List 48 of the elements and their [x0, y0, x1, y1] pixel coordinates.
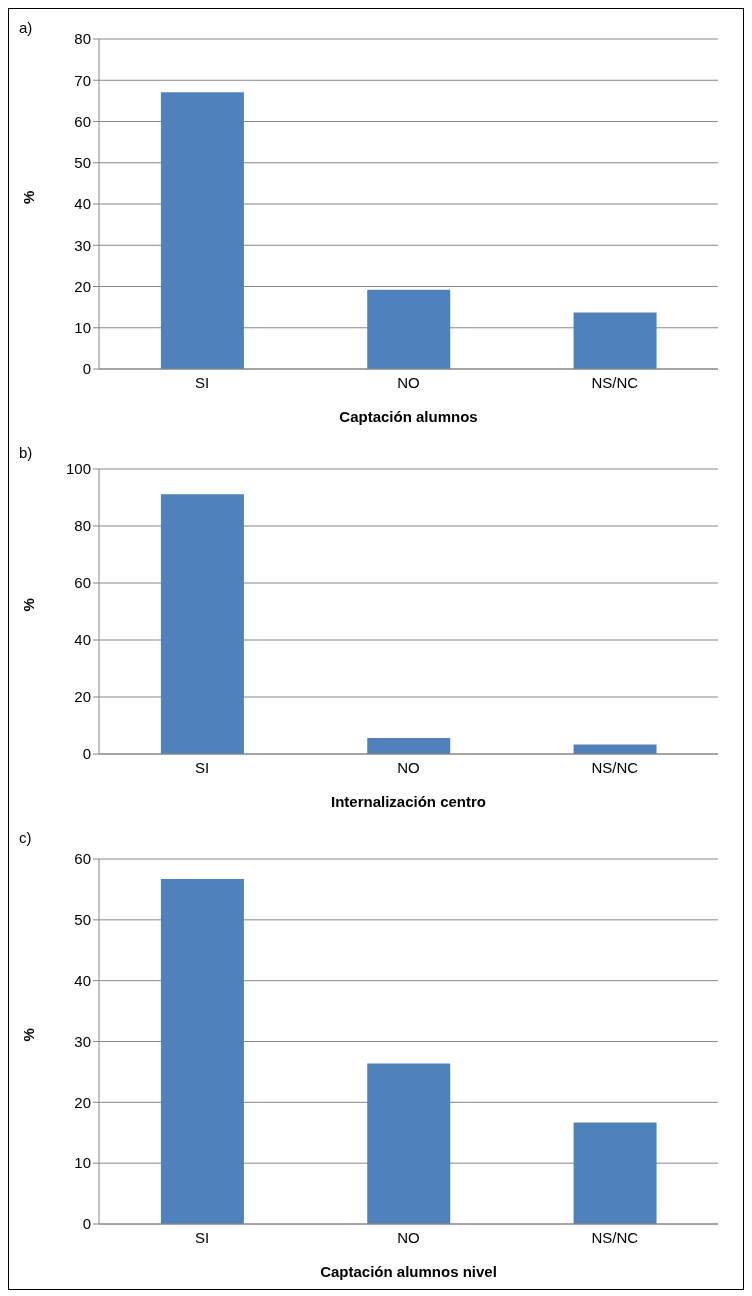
bar: [160, 92, 244, 369]
y-tick-label: 0: [82, 745, 91, 763]
y-tick-label: 30: [74, 1032, 91, 1050]
text: c): [19, 829, 32, 846]
bar: [367, 289, 451, 369]
x-tick-label: NO: [397, 1228, 420, 1246]
y-tick-label: 80: [74, 517, 91, 535]
x-tick-label: SI: [195, 373, 210, 391]
x-axis-title: Internalización centro: [330, 793, 487, 810]
y-tick-label: 40: [74, 631, 91, 649]
y-tick-label: 50: [74, 154, 91, 172]
text: a): [19, 19, 33, 36]
x-axis-title: Captación alumnos nivel: [320, 1263, 497, 1280]
bar: [367, 1063, 451, 1224]
bar: [573, 312, 657, 369]
x-axis-title: Captación alumnos: [339, 408, 478, 425]
y-axis-title: %: [20, 190, 38, 204]
y-tick-label: 20: [74, 688, 91, 706]
y-axis-title: %: [20, 1028, 38, 1042]
bar: [367, 738, 451, 754]
x-tick-label: NS/NC: [591, 1228, 639, 1246]
y-tick-label: 80: [74, 30, 91, 48]
y-tick-label: 0: [82, 360, 91, 378]
y-tick-label: 30: [74, 236, 91, 254]
y-tick-label: 100: [65, 460, 91, 478]
bar: [573, 1122, 657, 1224]
bar: [160, 879, 244, 1224]
y-tick-label: 0: [82, 1215, 91, 1233]
y-tick-label: 60: [74, 574, 91, 592]
x-tick-label: NO: [397, 758, 420, 776]
y-tick-label: 10: [74, 1154, 91, 1172]
y-tick-label: 60: [74, 112, 91, 130]
x-tick-label: SI: [195, 1228, 210, 1246]
y-tick-label: 20: [74, 277, 91, 295]
y-tick-label: 50: [74, 911, 91, 929]
y-tick-label: 20: [74, 1093, 91, 1111]
y-tick-label: 40: [74, 971, 91, 989]
y-tick-label: 60: [74, 850, 91, 868]
y-tick-label: 40: [74, 195, 91, 213]
x-tick-label: NS/NC: [591, 758, 639, 776]
x-tick-label: SI: [195, 758, 210, 776]
y-axis-title: %: [20, 598, 38, 612]
bar: [160, 494, 244, 754]
x-tick-label: NO: [397, 373, 420, 391]
text: b): [19, 444, 33, 461]
y-tick-label: 70: [74, 71, 91, 89]
x-tick-label: NS/NC: [591, 373, 639, 391]
y-tick-label: 10: [74, 319, 91, 337]
